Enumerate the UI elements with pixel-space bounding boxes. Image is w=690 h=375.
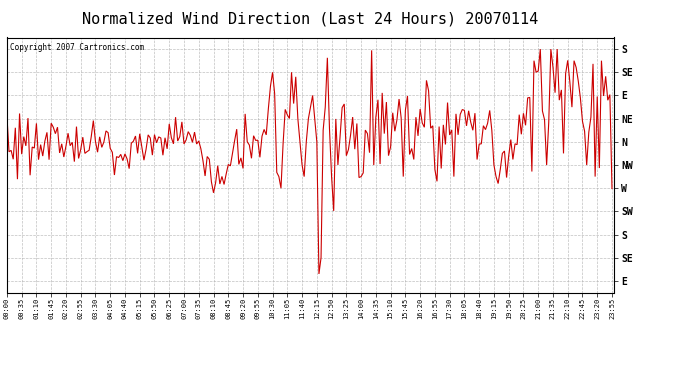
Text: Copyright 2007 Cartronics.com: Copyright 2007 Cartronics.com — [10, 43, 144, 52]
Text: Normalized Wind Direction (Last 24 Hours) 20070114: Normalized Wind Direction (Last 24 Hours… — [82, 11, 539, 26]
